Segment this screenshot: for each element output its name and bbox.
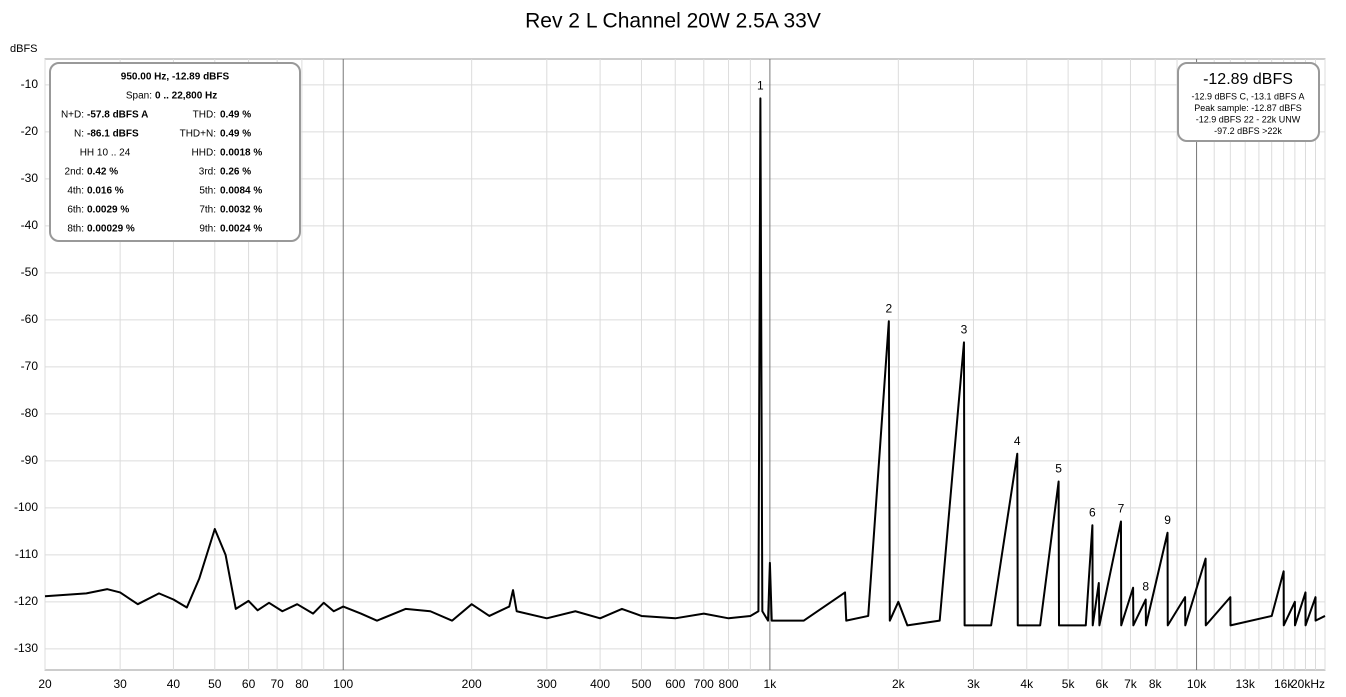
y-tick-label: -110 [15, 547, 38, 561]
x-tick-label: 800 [719, 677, 739, 691]
info-value: 0 .. 22,800 Hz [155, 91, 217, 102]
harmonic-label: 2 [885, 301, 892, 315]
harmonic-label: 1 [757, 79, 764, 93]
harmonic-label: 6 [1089, 505, 1096, 519]
info-value: 0.0018 % [220, 148, 262, 159]
y-tick-label: -10 [21, 77, 39, 91]
info-value: 0.49 % [220, 129, 251, 140]
x-tick-label: 1k [764, 677, 778, 691]
info-value: -57.8 dBFS A [87, 110, 148, 121]
panels: 950.00 Hz, -12.89 dBFS Span: 0 .. 22,800 H… [49, 62, 1320, 242]
harmonic-label: 9 [1164, 513, 1171, 527]
x-tick-label: 600 [665, 677, 685, 691]
x-tick-label: 7k [1124, 677, 1138, 691]
level-line: Peak sample: -12.87 dBFS [1194, 103, 1302, 113]
info-label: HHD: [192, 148, 216, 159]
y-tick-label: -60 [21, 312, 39, 326]
y-tick-label: -90 [21, 453, 39, 467]
x-tick-label: 500 [631, 677, 651, 691]
info-value: 0.42 % [87, 167, 118, 178]
y-tick-label: -130 [14, 641, 38, 655]
x-tick-label: 10k [1187, 677, 1207, 691]
x-tick-label: 2k [892, 677, 906, 691]
info-label: THD: [193, 110, 216, 121]
info-label: 3rd: [199, 167, 216, 178]
y-tick-label: -70 [21, 359, 39, 373]
level-line: -12.9 dBFS C, -13.1 dBFS A [1191, 91, 1304, 101]
y-axis-label: dBFS [10, 43, 38, 55]
x-tick-label: 4k [1020, 677, 1034, 691]
info-label: 7th: [199, 205, 216, 216]
info-header: 950.00 Hz, -12.89 dBFS [121, 72, 230, 83]
y-tick-label: -30 [21, 171, 39, 185]
info-value: 0.0024 % [220, 224, 262, 235]
y-tick-label: -120 [14, 594, 38, 608]
level-panel [1177, 62, 1320, 142]
x-tick-label: 700 [694, 677, 714, 691]
info-value: 0.00029 % [87, 224, 135, 235]
info-label: N+D: [61, 110, 84, 121]
y-tick-label: -100 [14, 500, 38, 514]
info-panel [49, 62, 301, 242]
x-tick-label: 50 [208, 677, 222, 691]
harmonic-label: 8 [1142, 580, 1149, 594]
harmonic-label: 3 [961, 323, 968, 337]
info-label: 8th: [67, 224, 84, 235]
x-tick-label: 70 [270, 677, 284, 691]
x-tick-label: 5k [1062, 677, 1076, 691]
x-tick-label: 8k [1149, 677, 1163, 691]
spectrum-line [44, 97, 1326, 627]
info-label: 6th: [67, 205, 84, 216]
x-tick-label: 16k [1274, 677, 1294, 691]
x-tick-label: 3k [967, 677, 981, 691]
info-label: N: [74, 129, 84, 140]
info-label: 2nd: [65, 167, 84, 178]
x-tick-label: 60 [242, 677, 256, 691]
info-value: 0.26 % [220, 167, 251, 178]
x-tick-label: 20kHz [1291, 677, 1325, 691]
info-label: HH 10 .. 24 [80, 148, 131, 159]
y-tick-label: -80 [21, 406, 39, 420]
x-tick-label: 400 [590, 677, 610, 691]
level-value: -12.89 dBFS [1203, 71, 1293, 88]
y-tick-label: -40 [21, 218, 39, 232]
harmonic-label: 4 [1014, 434, 1021, 448]
x-tick-label: 300 [537, 677, 557, 691]
info-value: 0.49 % [220, 110, 251, 121]
info-label: 5th: [199, 186, 216, 197]
info-value: 0.0084 % [220, 186, 262, 197]
x-tick-label: 20 [38, 677, 52, 691]
harmonic-label: 5 [1055, 462, 1062, 476]
chart-title: Rev 2 L Channel 20W 2.5A 33V [525, 10, 821, 33]
x-tick-label: 30 [113, 677, 127, 691]
info-value: -86.1 dBFS [87, 129, 139, 140]
info-label: 9th: [199, 224, 216, 235]
harmonic-label: 7 [1118, 502, 1125, 516]
x-tick-label: 200 [462, 677, 482, 691]
x-tick-label: 40 [167, 677, 181, 691]
info-label: THD+N: [180, 129, 216, 140]
info-value: 0.0032 % [220, 205, 262, 216]
marks: 1 2 3 4 5 6 7 8 9 [44, 79, 1326, 627]
level-line: -12.9 dBFS 22 - 22k UNW [1196, 114, 1301, 124]
x-tick-label: 100 [333, 677, 353, 691]
level-line: -97.2 dBFS >22k [1214, 126, 1282, 136]
info-value: 0.0029 % [87, 205, 129, 216]
info-label: 4th: [67, 186, 84, 197]
x-tick-label: 6k [1096, 677, 1110, 691]
grid [44, 59, 1326, 670]
x-tick-label: 13k [1235, 677, 1255, 691]
info-label: Span: [126, 91, 152, 102]
y-tick-label: -20 [21, 124, 39, 138]
info-value: 0.016 % [87, 186, 124, 197]
x-tick-label: 80 [295, 677, 309, 691]
y-tick-label: -50 [21, 265, 39, 279]
